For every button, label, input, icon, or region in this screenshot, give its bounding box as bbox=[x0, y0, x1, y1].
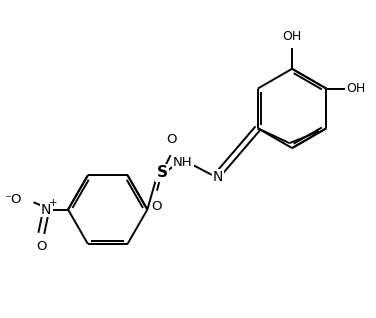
Text: O: O bbox=[36, 240, 47, 253]
Text: N: N bbox=[212, 170, 223, 184]
Text: S: S bbox=[157, 165, 168, 180]
Text: ⁻O: ⁻O bbox=[4, 193, 21, 206]
Text: N: N bbox=[41, 203, 52, 217]
Text: O: O bbox=[166, 133, 176, 146]
Text: OH: OH bbox=[346, 82, 365, 95]
Text: OH: OH bbox=[282, 30, 302, 43]
Text: NH: NH bbox=[173, 156, 193, 169]
Text: +: + bbox=[49, 197, 58, 208]
Text: O: O bbox=[151, 200, 162, 213]
